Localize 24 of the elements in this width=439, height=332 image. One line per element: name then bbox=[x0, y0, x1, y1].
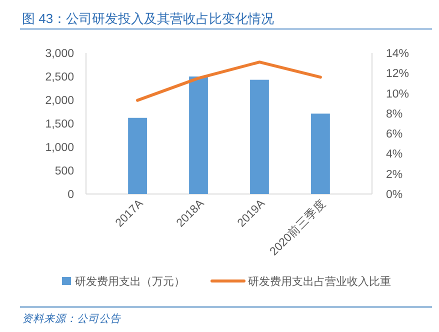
y2-tick-label: 8% bbox=[386, 108, 403, 120]
legend-label: 研发费用支出占营业收入比重 bbox=[248, 274, 391, 288]
bar bbox=[311, 114, 330, 194]
y2-tick-label: 6% bbox=[386, 128, 403, 141]
y-tick-label: 1,000 bbox=[45, 142, 74, 154]
y-tick-label: 2,500 bbox=[45, 72, 74, 84]
y-tick-label: 500 bbox=[54, 166, 74, 178]
y2-tick-label: 12% bbox=[386, 68, 410, 80]
text: 资料来源：公司公告 bbox=[22, 313, 122, 325]
bar bbox=[189, 76, 208, 194]
y-tick-label: 3,000 bbox=[45, 48, 74, 60]
y2-tick-label: 14% bbox=[386, 48, 410, 60]
y-tick-label: 0 bbox=[68, 189, 74, 202]
y-tick-label: 2,000 bbox=[45, 95, 74, 108]
y-tick-label: 1,500 bbox=[45, 118, 74, 131]
y2-tick-label: 4% bbox=[386, 148, 403, 161]
line-series bbox=[136, 60, 322, 102]
legend-label: 研发费用支出（万元） bbox=[75, 274, 185, 288]
bar bbox=[250, 80, 269, 194]
bar bbox=[128, 118, 147, 194]
y2-tick-label: 0% bbox=[386, 189, 403, 202]
chart-title: 图 43：公司研发投入及其营收占比变化情况 bbox=[22, 11, 274, 26]
y2-tick-label: 2% bbox=[386, 168, 403, 181]
y2-tick-label: 10% bbox=[386, 88, 410, 100]
